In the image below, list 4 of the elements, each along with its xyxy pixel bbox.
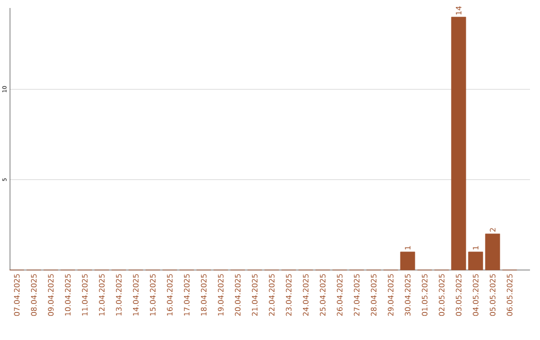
bar [468, 252, 484, 270]
bar [400, 252, 416, 270]
bar [451, 16, 466, 270]
bar [485, 234, 500, 270]
